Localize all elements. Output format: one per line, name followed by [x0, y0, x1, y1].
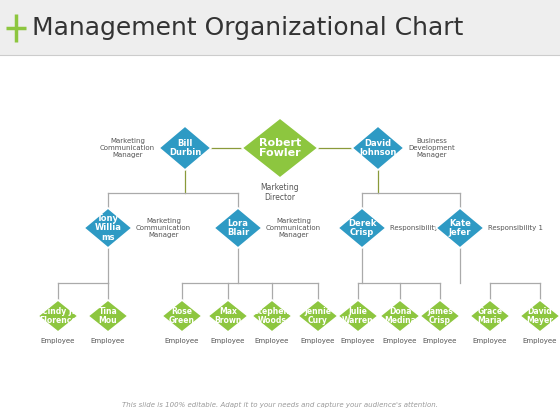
Text: Dona
Medina: Dona Medina	[384, 307, 416, 326]
Text: Cindy J.
Florence: Cindy J. Florence	[39, 307, 77, 326]
Text: Employee: Employee	[91, 338, 125, 344]
Text: Employee: Employee	[341, 338, 375, 344]
Polygon shape	[214, 208, 262, 248]
Polygon shape	[338, 208, 386, 248]
Text: Marketing
Communication
Manager: Marketing Communication Manager	[266, 218, 321, 238]
Polygon shape	[252, 300, 292, 332]
Text: Business
Development
Manager: Business Development Manager	[408, 138, 455, 158]
Text: Tony
Willia
ms: Tony Willia ms	[95, 214, 122, 242]
Polygon shape	[84, 208, 132, 248]
Polygon shape	[420, 300, 460, 332]
Text: Employee: Employee	[423, 338, 457, 344]
Polygon shape	[208, 300, 248, 332]
Text: Responsibility 2: Responsibility 2	[390, 225, 445, 231]
Text: Employee: Employee	[383, 338, 417, 344]
Text: Marketing
Director: Marketing Director	[261, 183, 299, 202]
Text: Jennie
Cury: Jennie Cury	[305, 307, 332, 326]
Polygon shape	[159, 126, 211, 170]
Polygon shape	[470, 300, 510, 332]
Polygon shape	[338, 300, 378, 332]
Text: Employee: Employee	[523, 338, 557, 344]
Text: This slide is 100% editable. Adapt it to your needs and capture your audience's : This slide is 100% editable. Adapt it to…	[122, 402, 438, 408]
Text: Lora
Blair: Lora Blair	[227, 219, 249, 237]
Polygon shape	[436, 208, 484, 248]
Text: Tina
Mou: Tina Mou	[99, 307, 118, 326]
Polygon shape	[88, 300, 128, 332]
Text: Employee: Employee	[255, 338, 289, 344]
Text: David
Meyer: David Meyer	[526, 307, 553, 326]
Text: Stephen
Woods: Stephen Woods	[254, 307, 290, 326]
Text: Employee: Employee	[301, 338, 335, 344]
Polygon shape	[298, 300, 338, 332]
Bar	[0, 0, 560, 55]
Text: Bill
Durbin: Bill Durbin	[169, 139, 201, 158]
Text: Employee: Employee	[165, 338, 199, 344]
Polygon shape	[162, 300, 202, 332]
Text: Management Organizational Chart: Management Organizational Chart	[32, 16, 463, 40]
Polygon shape	[352, 126, 404, 170]
Text: Rose
Green: Rose Green	[169, 307, 195, 326]
Polygon shape	[520, 300, 560, 332]
Text: James
Crisp: James Crisp	[427, 307, 453, 326]
Text: Employee: Employee	[473, 338, 507, 344]
Text: Employee: Employee	[41, 338, 75, 344]
Text: Max
Brown: Max Brown	[214, 307, 242, 326]
Text: Marketing
Communication
Manager: Marketing Communication Manager	[136, 218, 191, 238]
Text: David
Johnson: David Johnson	[360, 139, 396, 158]
Text: Julie
Warren: Julie Warren	[342, 307, 374, 326]
Text: Employee: Employee	[211, 338, 245, 344]
Text: Robert
Fowler: Robert Fowler	[259, 138, 301, 158]
Text: Marketing
Communication
Manager: Marketing Communication Manager	[100, 138, 155, 158]
Polygon shape	[242, 118, 318, 178]
Text: Kate
Jefer: Kate Jefer	[449, 219, 472, 237]
Text: Responsibility 1: Responsibility 1	[488, 225, 543, 231]
Text: Derek
Crisp: Derek Crisp	[348, 219, 376, 237]
Polygon shape	[38, 300, 78, 332]
Polygon shape	[380, 300, 420, 332]
Text: Grace
Maria: Grace Maria	[478, 307, 502, 326]
